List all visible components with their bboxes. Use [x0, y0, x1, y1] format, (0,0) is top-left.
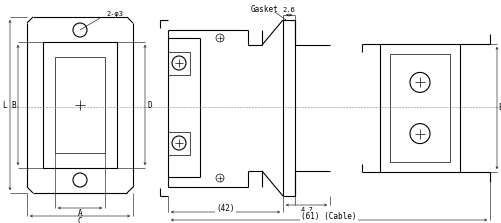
Text: C: C — [78, 217, 82, 223]
Text: (61) (Cable): (61) (Cable) — [301, 211, 357, 221]
Text: 2.6: 2.6 — [283, 7, 296, 13]
Bar — [168, 52, 190, 75]
Text: (42): (42) — [216, 204, 235, 213]
Text: A: A — [78, 209, 82, 217]
Text: Gasket: Gasket — [251, 4, 279, 14]
Text: 2-φ3: 2-φ3 — [107, 11, 124, 17]
Text: D: D — [148, 101, 152, 109]
Text: B: B — [12, 101, 17, 109]
Bar — [390, 54, 450, 162]
Bar — [168, 132, 190, 155]
Bar — [55, 57, 105, 153]
Text: E: E — [498, 103, 501, 112]
Bar — [43, 42, 117, 168]
Text: 4.7: 4.7 — [301, 207, 313, 213]
Text: L: L — [3, 101, 8, 109]
Bar — [380, 44, 460, 172]
